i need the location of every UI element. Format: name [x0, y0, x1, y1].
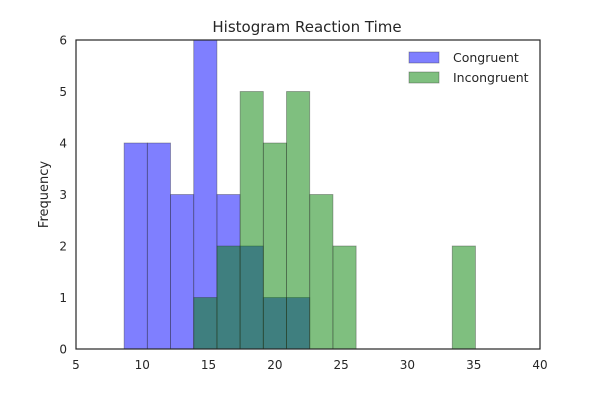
bar-incongruent-0	[193, 297, 218, 350]
y-tick-label-1: 1	[59, 291, 67, 305]
bars-layer	[123, 39, 476, 350]
x-tick-label-6: 35	[466, 358, 481, 372]
x-tick-label-3: 20	[267, 358, 282, 372]
chart-title: Histogram Reaction Time	[212, 18, 401, 36]
bar-incongruent-5	[309, 194, 334, 350]
bar-congruent-1	[146, 142, 171, 350]
y-tick-label-5: 5	[59, 85, 67, 99]
y-tick-label-0: 0	[59, 343, 67, 357]
x-tick-label-0: 5	[72, 358, 80, 372]
legend: Congruent Incongruent	[408, 50, 529, 85]
bar-incongruent-6	[332, 245, 357, 350]
bar-incongruent-2	[239, 91, 264, 350]
y-axis-ticks: 0 1 2 3 4 5 6	[59, 34, 67, 357]
x-axis-ticks: 5 10 15 20 25 30 35 40	[72, 358, 547, 372]
x-tick-label-7: 40	[532, 358, 547, 372]
y-tick-label-6: 6	[59, 34, 67, 48]
legend-swatch-congruent	[408, 51, 440, 64]
bar-incongruent-7	[451, 245, 476, 350]
legend-label-incongruent: Incongruent	[453, 70, 529, 85]
bar-congruent-0	[123, 142, 148, 350]
legend-swatch-incongruent	[408, 71, 440, 84]
x-tick-label-5: 30	[400, 358, 415, 372]
x-tick-label-1: 10	[135, 358, 150, 372]
bar-incongruent-1	[216, 245, 241, 350]
bar-congruent-2	[170, 194, 195, 350]
y-tick-label-4: 4	[59, 137, 67, 151]
x-tick-label-4: 25	[334, 358, 349, 372]
bar-incongruent-3	[262, 142, 287, 350]
x-tick-label-2: 15	[201, 358, 216, 372]
y-tick-label-2: 2	[59, 240, 67, 254]
y-axis-label: Frequency	[37, 161, 52, 228]
bar-incongruent-4	[286, 91, 311, 350]
y-tick-label-3: 3	[59, 188, 67, 202]
plot-frame	[75, 39, 541, 350]
legend-label-congruent: Congruent	[453, 50, 519, 65]
